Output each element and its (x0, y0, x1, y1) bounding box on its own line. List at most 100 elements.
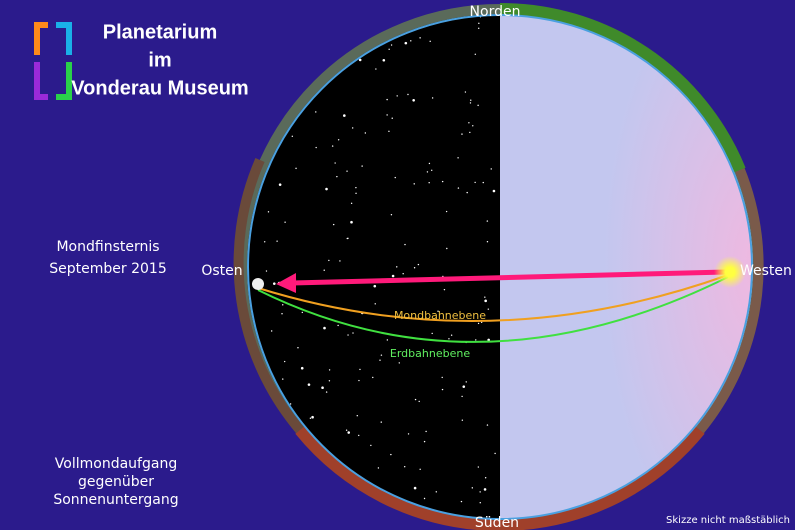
star (328, 380, 331, 382)
star (396, 266, 398, 268)
star (468, 122, 470, 124)
star (428, 162, 431, 165)
star (331, 145, 334, 147)
star (480, 321, 483, 324)
star (479, 491, 481, 493)
star (484, 477, 487, 479)
star (475, 339, 477, 341)
logo-text: Vonderau Museum (71, 77, 248, 99)
star (311, 415, 314, 419)
star (441, 388, 444, 391)
star (477, 104, 479, 107)
star (402, 273, 404, 275)
star (309, 417, 312, 419)
star (391, 117, 393, 119)
star (336, 175, 338, 178)
star (448, 338, 450, 340)
star (337, 324, 339, 327)
star (321, 386, 324, 390)
star (464, 91, 467, 93)
star (428, 181, 430, 184)
star (457, 187, 460, 189)
star (413, 267, 416, 269)
star (356, 415, 358, 417)
star (486, 241, 489, 243)
star (462, 385, 466, 388)
star (426, 171, 429, 173)
star (471, 487, 474, 489)
panorama-trees (499, 2, 746, 173)
star (337, 139, 340, 141)
star (267, 211, 270, 213)
star (414, 398, 417, 401)
direction-south: Süden (475, 515, 519, 530)
star (355, 192, 357, 195)
star (470, 99, 472, 101)
star (382, 58, 386, 62)
star (418, 400, 420, 403)
arrow (291, 269, 727, 286)
star (484, 299, 487, 303)
star (441, 376, 443, 379)
star (351, 127, 354, 129)
star (398, 362, 400, 364)
star (482, 181, 484, 184)
star (486, 424, 489, 426)
star (380, 421, 382, 423)
star (450, 334, 453, 336)
star (431, 97, 434, 99)
star (281, 313, 283, 315)
star (425, 430, 427, 433)
star (339, 260, 341, 262)
star (391, 274, 395, 278)
star (435, 491, 437, 493)
star (361, 165, 363, 167)
star (413, 183, 415, 185)
star (276, 240, 278, 242)
star (347, 237, 349, 240)
caption-text: Sonnenuntergang (53, 492, 178, 508)
star (380, 354, 383, 356)
star (388, 48, 390, 51)
earth-orbit-plane (257, 276, 729, 343)
star (390, 453, 392, 456)
star (295, 167, 297, 170)
star (283, 360, 286, 363)
star (431, 332, 433, 335)
star (429, 40, 431, 43)
caption-text: gegenüber (78, 474, 154, 490)
star (423, 440, 426, 443)
star (343, 114, 346, 117)
star (478, 22, 480, 25)
plane-label: Mondbahnebene (394, 309, 486, 322)
star (419, 468, 421, 470)
star (282, 304, 284, 306)
star (347, 334, 349, 336)
star (334, 162, 336, 164)
horizon (247, 14, 753, 520)
star (469, 102, 472, 104)
star (264, 241, 266, 243)
star (486, 220, 489, 222)
star (332, 223, 335, 226)
star (413, 486, 417, 490)
star (386, 114, 388, 116)
star (323, 269, 325, 271)
star (355, 186, 357, 189)
direction-east: Osten (201, 263, 242, 279)
star (386, 339, 389, 341)
star (390, 44, 393, 46)
star (272, 282, 276, 285)
star (441, 180, 444, 183)
star (492, 189, 496, 193)
logo-icon (34, 22, 72, 100)
star (410, 40, 412, 42)
star (494, 452, 496, 455)
star (466, 191, 468, 194)
plane-label: Erdbahnebene (390, 347, 470, 360)
star (474, 181, 476, 184)
caption-text: Vollmondaufgang (55, 456, 177, 472)
star (265, 270, 268, 272)
star (375, 68, 377, 70)
star (284, 221, 286, 223)
